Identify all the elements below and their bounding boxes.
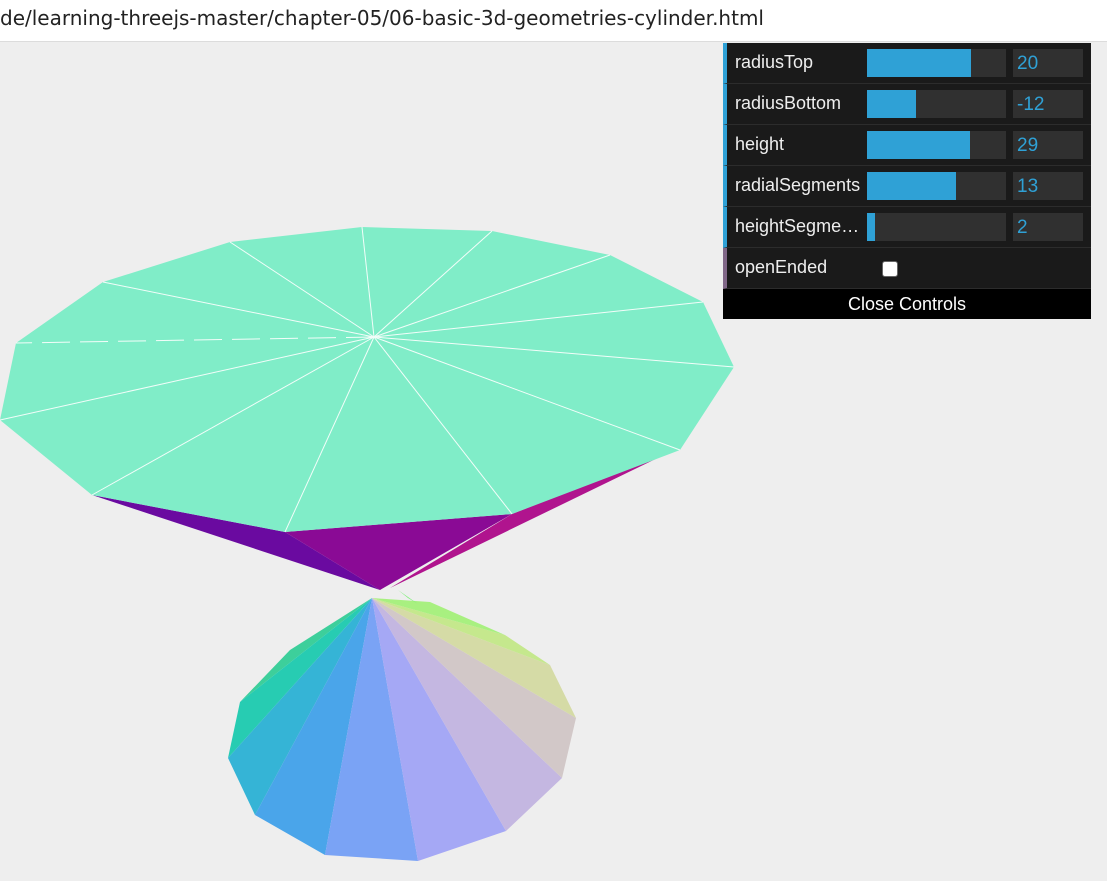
address-bar[interactable]: de/learning-threejs-master/chapter-05/06… bbox=[0, 0, 1107, 42]
close-controls-button[interactable]: Close Controls bbox=[723, 289, 1091, 319]
cone-face bbox=[372, 598, 562, 831]
control-label: openEnded bbox=[735, 257, 828, 277]
number-input[interactable]: -12 bbox=[1013, 90, 1083, 118]
cone-face bbox=[372, 598, 550, 665]
control-height-segments[interactable]: heightSegme… 2 bbox=[723, 207, 1091, 248]
slider[interactable] bbox=[867, 213, 1006, 241]
control-radial-segments[interactable]: radialSegments 13 bbox=[723, 166, 1091, 207]
control-label: heightSegme… bbox=[735, 216, 860, 236]
slider[interactable] bbox=[867, 49, 1006, 77]
cone-face bbox=[255, 598, 372, 855]
upper-cone-face bbox=[92, 495, 380, 590]
slider-fill bbox=[867, 172, 956, 200]
cone-face bbox=[372, 598, 506, 861]
upper-cone-face bbox=[390, 451, 672, 588]
dat-gui-panel: radiusTop 20 radiusBottom -12 height 29 … bbox=[723, 43, 1091, 319]
number-input[interactable]: 2 bbox=[1013, 213, 1083, 241]
number-input[interactable]: 29 bbox=[1013, 131, 1083, 159]
url-text: de/learning-threejs-master/chapter-05/06… bbox=[0, 6, 764, 30]
slider-fill bbox=[867, 90, 916, 118]
number-input[interactable]: 13 bbox=[1013, 172, 1083, 200]
slider[interactable] bbox=[867, 90, 1006, 118]
slider[interactable] bbox=[867, 131, 1006, 159]
control-label: radiusBottom bbox=[735, 93, 842, 113]
upper-cone-face bbox=[285, 514, 512, 590]
open-ended-checkbox[interactable] bbox=[882, 261, 898, 277]
slider-fill bbox=[867, 49, 972, 77]
control-label: radialSegments bbox=[735, 175, 861, 195]
slider-fill bbox=[867, 131, 970, 159]
cone-face bbox=[228, 598, 372, 815]
control-radius-bottom[interactable]: radiusBottom -12 bbox=[723, 84, 1091, 125]
control-height[interactable]: height 29 bbox=[723, 125, 1091, 166]
number-input[interactable]: 20 bbox=[1013, 49, 1083, 77]
slider-fill bbox=[867, 213, 876, 241]
cone-face bbox=[372, 598, 576, 718]
control-open-ended[interactable]: openEnded bbox=[723, 248, 1091, 289]
top-disc bbox=[0, 226, 735, 533]
slider[interactable] bbox=[867, 172, 1006, 200]
control-radius-top[interactable]: radiusTop 20 bbox=[723, 43, 1091, 84]
cone-face bbox=[372, 598, 505, 635]
control-label: height bbox=[735, 134, 785, 154]
cone-face bbox=[398, 590, 418, 604]
control-label: radiusTop bbox=[735, 52, 814, 72]
cylinder-mesh bbox=[0, 226, 735, 861]
cone-face bbox=[372, 598, 576, 778]
cone-face bbox=[325, 598, 418, 861]
